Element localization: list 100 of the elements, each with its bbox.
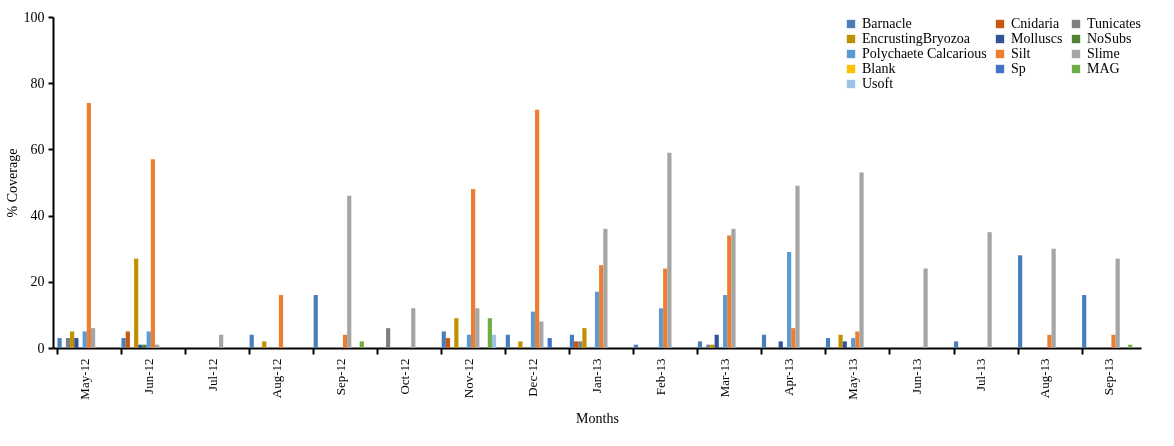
legend-label: Sp bbox=[1011, 61, 1026, 76]
bar bbox=[530, 311, 536, 348]
legend-label: Cnidaria bbox=[1011, 16, 1060, 31]
bar bbox=[787, 252, 792, 348]
x-tick-label: Aug-13 bbox=[1037, 358, 1053, 399]
legend-label: Slime bbox=[1087, 46, 1120, 61]
x-tick-label: May-13 bbox=[845, 358, 861, 400]
bar bbox=[386, 328, 391, 348]
x-tick-label: Sep-12 bbox=[332, 358, 348, 396]
bar bbox=[1082, 295, 1087, 348]
bar bbox=[441, 331, 446, 348]
bar bbox=[411, 308, 416, 348]
bar bbox=[663, 268, 668, 348]
bar bbox=[722, 295, 728, 348]
bar bbox=[70, 331, 75, 348]
legend-label: NoSubs bbox=[1087, 31, 1132, 46]
y-tick-label: 0 bbox=[37, 340, 45, 356]
bar bbox=[859, 172, 864, 348]
x-tick-label: Jun-13 bbox=[909, 358, 925, 394]
x-tick-label: Mar-13 bbox=[717, 358, 733, 398]
bar bbox=[855, 331, 860, 348]
y-axis-title: % Coverage bbox=[4, 148, 20, 218]
bar bbox=[714, 334, 719, 348]
x-tick-label: Jul-13 bbox=[973, 358, 989, 391]
bar bbox=[82, 331, 87, 348]
y-tick-label: 20 bbox=[30, 274, 45, 290]
bar bbox=[74, 338, 79, 348]
bar bbox=[795, 185, 800, 348]
legend-label: Polychaete Calcarious bbox=[862, 46, 987, 61]
x-tick-label: Jun-12 bbox=[140, 358, 156, 394]
bar bbox=[851, 338, 856, 348]
bar bbox=[697, 341, 703, 348]
bar bbox=[278, 295, 284, 348]
bar bbox=[134, 258, 139, 348]
bar bbox=[578, 341, 583, 348]
bar bbox=[603, 228, 608, 348]
bar bbox=[825, 338, 831, 348]
bar bbox=[146, 331, 151, 348]
legend-label: Usoft bbox=[862, 76, 894, 91]
bar bbox=[731, 228, 736, 348]
bar bbox=[1047, 334, 1052, 348]
bar bbox=[65, 338, 71, 348]
bar bbox=[658, 308, 664, 348]
bar bbox=[761, 334, 767, 348]
bar bbox=[582, 328, 587, 348]
legend-label: Tunicates bbox=[1087, 16, 1141, 31]
bar bbox=[539, 321, 544, 348]
legend-label: Barnacle bbox=[862, 16, 912, 31]
bar bbox=[454, 318, 459, 348]
x-tick-label: Aug-12 bbox=[268, 358, 284, 399]
bar bbox=[594, 291, 600, 348]
bar bbox=[475, 308, 480, 348]
bar bbox=[313, 295, 318, 348]
bar bbox=[347, 195, 352, 348]
legend-label: Blank bbox=[862, 61, 896, 76]
legend-label: Silt bbox=[1011, 46, 1031, 61]
bar bbox=[90, 328, 96, 348]
bar bbox=[445, 338, 451, 348]
bar bbox=[1115, 258, 1120, 348]
bar bbox=[491, 334, 497, 348]
bar bbox=[954, 341, 959, 348]
bar bbox=[262, 341, 267, 348]
bar bbox=[599, 265, 604, 348]
bar bbox=[987, 232, 992, 348]
bar bbox=[125, 331, 130, 348]
bar bbox=[505, 334, 510, 348]
x-tick-label: Dec-12 bbox=[524, 358, 540, 397]
bar bbox=[219, 334, 224, 348]
bar bbox=[359, 341, 364, 348]
bar bbox=[838, 334, 843, 348]
legend-label: MAG bbox=[1087, 61, 1120, 76]
x-tick-label: Nov-12 bbox=[460, 358, 476, 399]
x-tick-label: Jul-12 bbox=[204, 358, 220, 391]
bar bbox=[471, 189, 476, 348]
x-tick-label: May-12 bbox=[76, 358, 92, 400]
y-tick-label: 80 bbox=[30, 75, 45, 91]
x-tick-label: Oct-12 bbox=[396, 358, 412, 395]
legend-label: EncrustingBryozoa bbox=[862, 31, 971, 46]
bar bbox=[710, 344, 715, 348]
y-tick-label: 40 bbox=[30, 208, 45, 224]
bar bbox=[547, 338, 552, 348]
bar bbox=[842, 341, 847, 348]
bar bbox=[1111, 334, 1116, 348]
bar bbox=[1018, 255, 1023, 348]
bar bbox=[57, 338, 62, 348]
bar bbox=[518, 341, 523, 348]
bar bbox=[569, 334, 574, 348]
x-tick-label: Feb-13 bbox=[653, 358, 669, 396]
bar bbox=[573, 341, 579, 348]
bar bbox=[778, 341, 783, 348]
legend-label: Molluscs bbox=[1011, 31, 1063, 46]
bar bbox=[86, 103, 91, 348]
bar bbox=[1051, 248, 1056, 348]
bar bbox=[121, 338, 126, 348]
bar bbox=[249, 334, 254, 348]
bar bbox=[923, 268, 928, 348]
bar bbox=[667, 152, 672, 348]
x-tick-label: Sep-13 bbox=[1101, 358, 1117, 396]
x-tick-label: Apr-13 bbox=[781, 358, 797, 396]
y-tick-label: 100 bbox=[23, 9, 45, 25]
